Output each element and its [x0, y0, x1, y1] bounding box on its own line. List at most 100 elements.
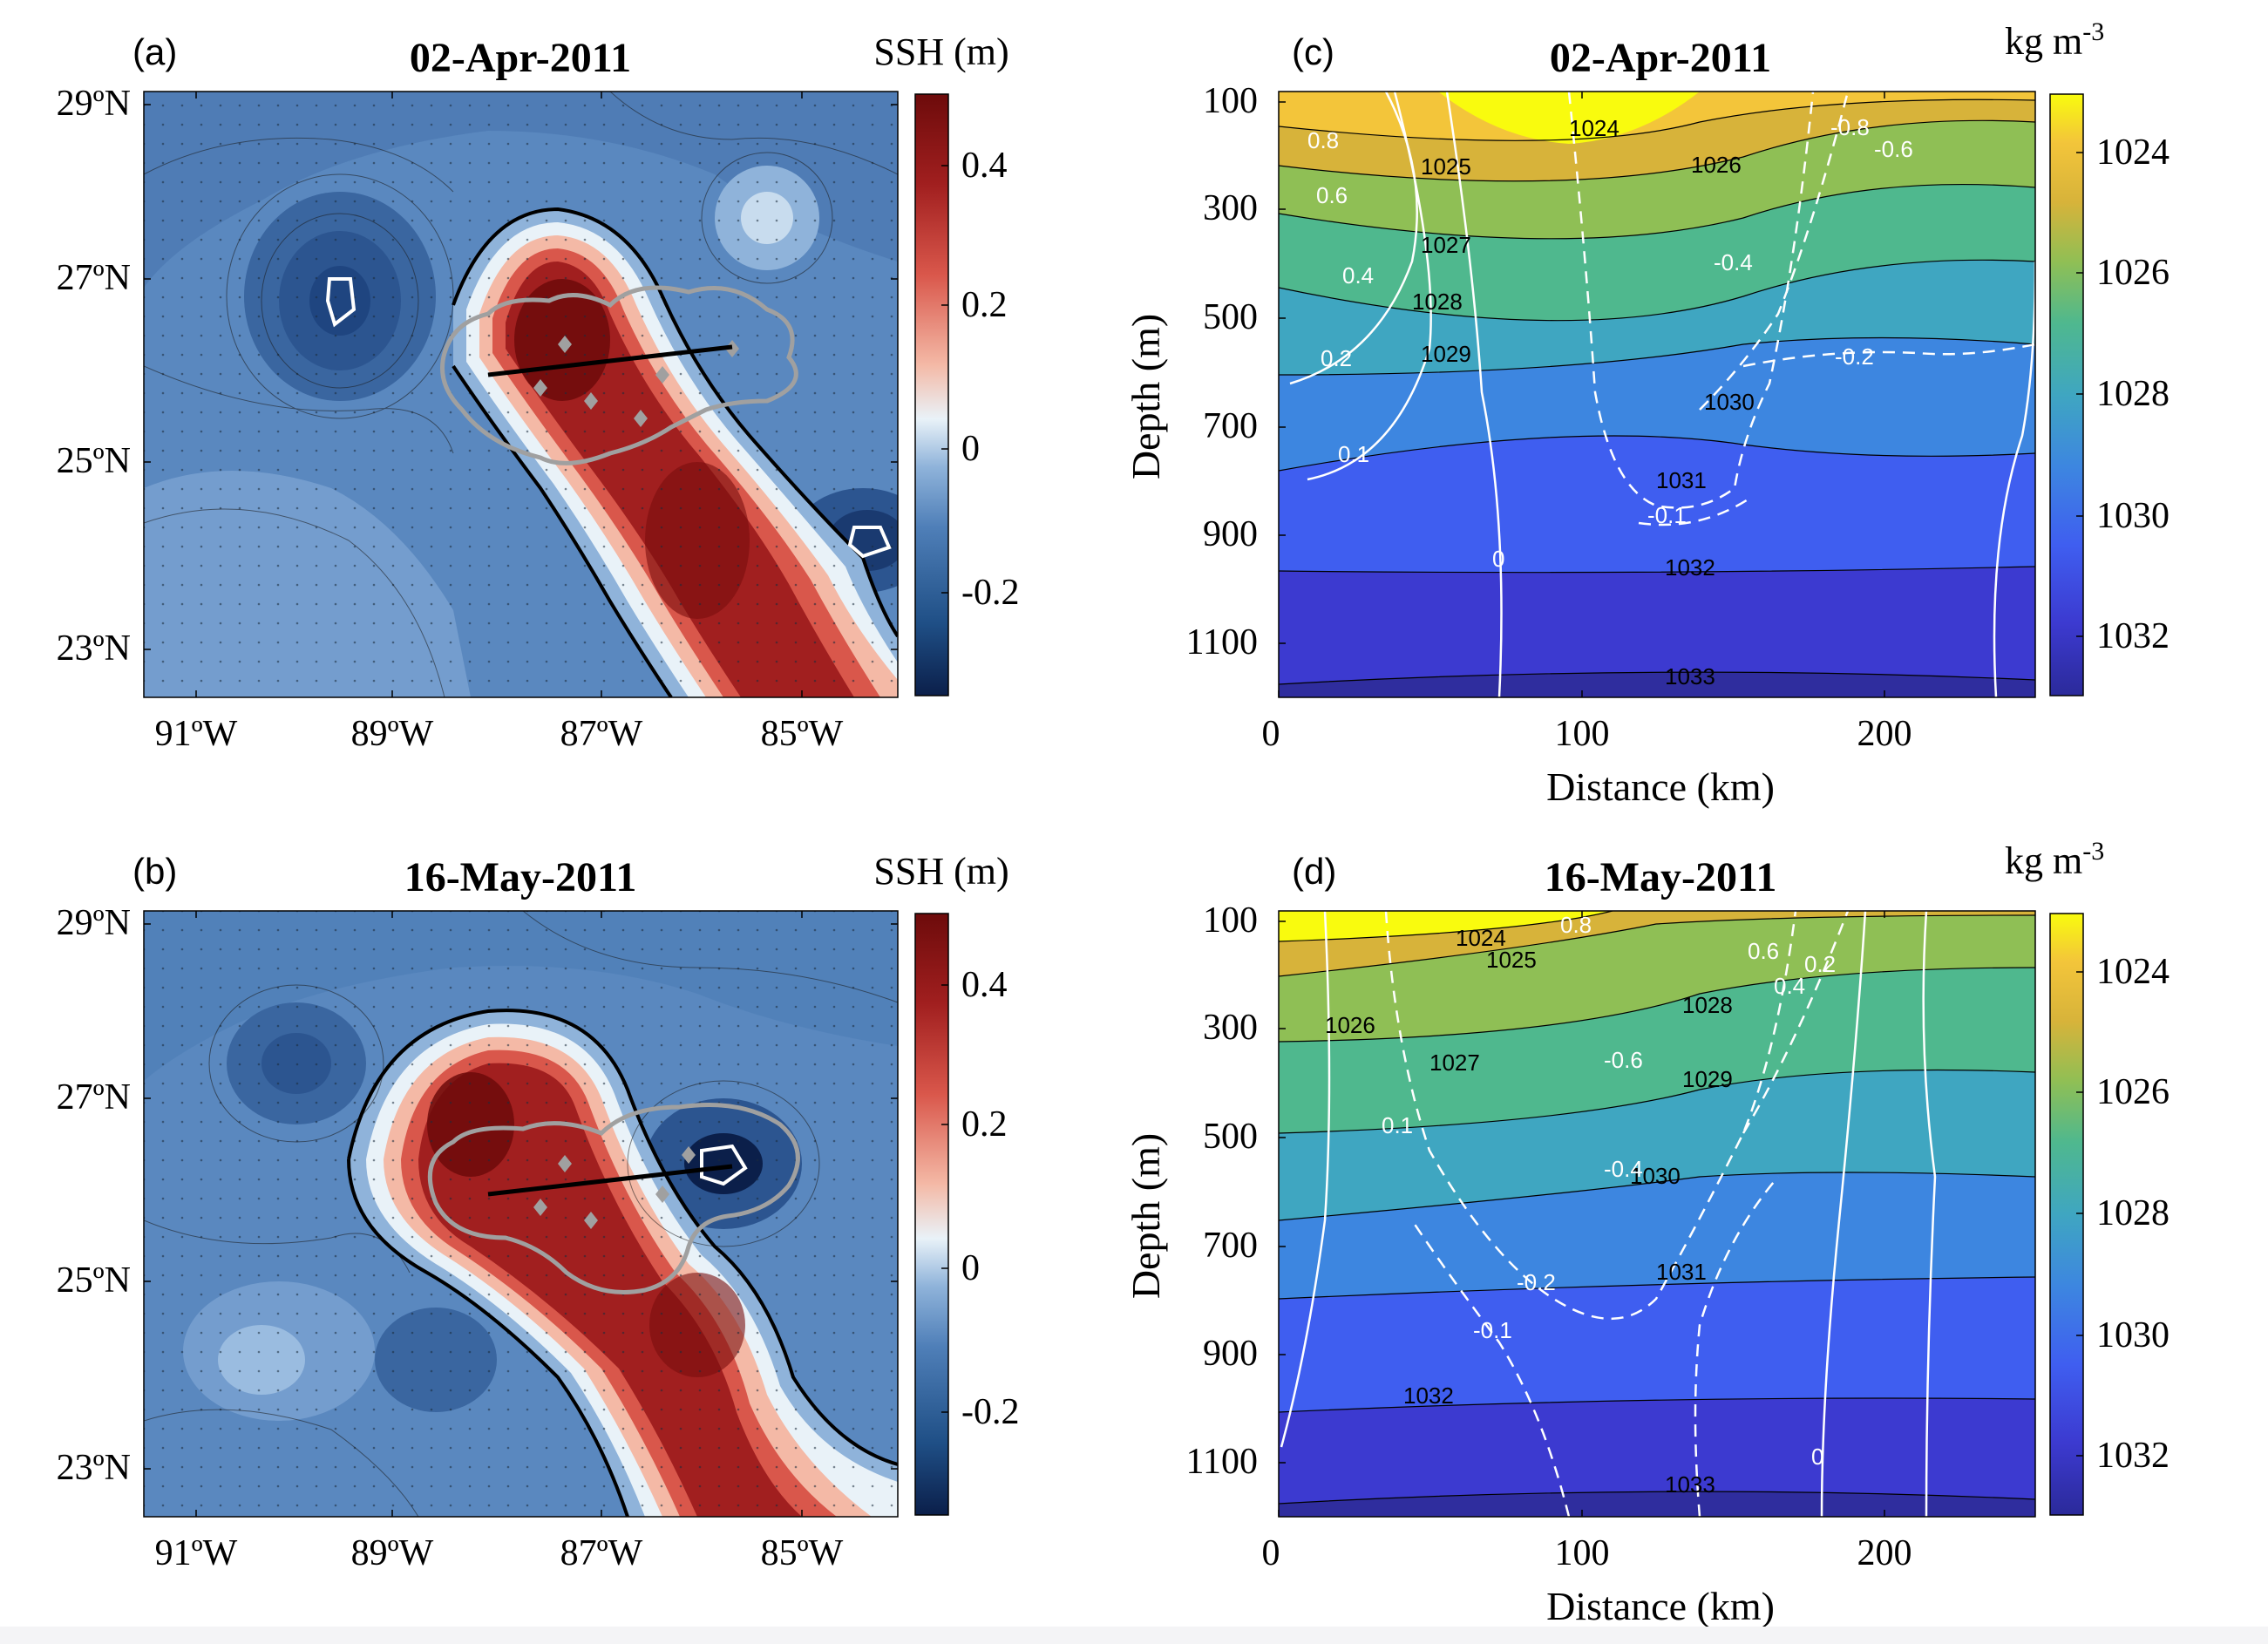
panel-c-ticks — [1278, 92, 1885, 697]
panel-c-velocity-label-3: 0.2 — [1321, 345, 1352, 371]
panel-d-contour-label-1025: 1025 — [1486, 947, 1537, 973]
panel-c-cbar-tick-1: 1026 — [2096, 253, 2170, 293]
panel-c-density-field — [1279, 92, 2035, 697]
panel-a-ytick-3: 23ºN — [57, 628, 131, 669]
panel-b-ytick-3: 23ºN — [57, 1448, 131, 1488]
panel-d-ytick-3: 700 — [1203, 1226, 1258, 1266]
panel-c-cbar-tick-2: 1028 — [2096, 374, 2170, 414]
panel-d-velocity-label-6: -0.1 — [1473, 1317, 1512, 1343]
panel-d-label: (d) — [1292, 851, 1336, 892]
panel-c-contour-label-1025: 1025 — [1421, 153, 1471, 180]
panel-d-velocity-label-2: 0.4 — [1774, 973, 1805, 999]
panel-d-cbar-tick-1: 1026 — [2096, 1072, 2170, 1112]
panel-b: (b) 16-May-2011 SSH (m) 29ºN 27ºN 25ºN 2… — [57, 850, 1020, 1573]
panel-d-ylabel: Depth (m) — [1124, 1133, 1168, 1299]
panel-a-xtick-2: 87ºW — [560, 714, 643, 754]
panel-d-ytick-0: 100 — [1203, 900, 1258, 941]
panel-d-ytick-1: 300 — [1203, 1008, 1258, 1048]
panel-c-colorbar-label-sup: -3 — [2082, 17, 2104, 46]
panel-d-cbar-tick-4: 1032 — [2096, 1436, 2170, 1476]
panel-b-title: 16-May-2011 — [404, 854, 637, 900]
panel-c-xlabel: Distance (km) — [1546, 764, 1775, 809]
panel-c-colorbar — [2049, 93, 2084, 696]
panel-c-colorbar-label-text: kg m — [2005, 20, 2082, 63]
panel-d-velocity-label-8: -0.4 — [1604, 1156, 1643, 1182]
panel-b-colorbar-label: SSH (m) — [873, 850, 1008, 893]
panel-c-ytick-1: 300 — [1203, 188, 1258, 228]
panel-b-ytick-1: 27ºN — [57, 1077, 131, 1118]
panel-a-cbar-tick-2: 0 — [961, 429, 980, 469]
panel-d-title: 16-May-2011 — [1545, 854, 1777, 900]
panel-c-cbar-tick-0: 1024 — [2096, 132, 2170, 173]
panel-d-contour-label-1026: 1026 — [1325, 1012, 1375, 1038]
panel-c-velocity-label-4: 0.1 — [1338, 441, 1369, 467]
panel-a-ytick-0: 29ºN — [57, 84, 131, 124]
panel-d: 1024 1025 1026 1027 1028 1029 1030 1031 … — [1124, 837, 2170, 1627]
panel-b-ticks — [144, 911, 898, 1517]
panel-c-velocity-label-10: -0.8 — [1830, 114, 1870, 140]
panel-c-contour-label-1028: 1028 — [1412, 289, 1463, 315]
panel-a-cbar-tick-0: 0.4 — [961, 146, 1008, 186]
panel-d-cbar-tick-2: 1028 — [2096, 1193, 2170, 1233]
panel-d-xtick-2: 200 — [1857, 1533, 1912, 1573]
panel-c: 1025 1026 1024 1027 1028 1029 1030 1031 … — [1124, 17, 2170, 809]
panel-c-xtick-0: 0 — [1262, 714, 1280, 754]
panel-a-frame — [143, 91, 899, 698]
panel-d-contour-label-1028: 1028 — [1682, 992, 1733, 1018]
panel-d-velocity-label-7: -0.2 — [1517, 1269, 1556, 1295]
panel-a-colorbar-label: SSH (m) — [873, 31, 1008, 73]
panel-d-colorbar-label: kg m-3 — [2005, 837, 2104, 882]
panel-c-velocity-label-8: -0.4 — [1714, 249, 1753, 275]
panel-d-contour-label-1032: 1032 — [1403, 1382, 1454, 1409]
panel-d-contour-label-1029: 1029 — [1682, 1066, 1733, 1092]
panel-c-velocity-label-1: 0.6 — [1316, 182, 1348, 208]
panel-b-label: (b) — [132, 851, 177, 892]
panel-d-velocity-label-9: -0.6 — [1604, 1047, 1643, 1073]
panel-d-contour-label-1030: 1030 — [1630, 1163, 1681, 1189]
panel-d-contour-label-1033: 1033 — [1665, 1471, 1715, 1498]
panel-d-velocity-label-4: 0.1 — [1382, 1112, 1413, 1138]
panel-d-cbar-tick-0: 1024 — [2096, 952, 2170, 992]
panel-c-contour-label-1032: 1032 — [1665, 554, 1715, 581]
panel-d-velocity-label-1: 0.6 — [1748, 938, 1779, 964]
panel-a-ytick-1: 27ºN — [57, 258, 131, 298]
page-bottom-band — [0, 1627, 2268, 1644]
panel-c-ylabel: Depth (m) — [1124, 314, 1168, 479]
panel-c-cbar-tick-3: 1030 — [2096, 496, 2170, 536]
panel-d-velocity-label-5: 0 — [1811, 1444, 1823, 1470]
panel-c-ytick-0: 100 — [1203, 81, 1258, 121]
panel-b-ytick-0: 29ºN — [57, 903, 131, 943]
panel-d-contour-label-1031: 1031 — [1656, 1259, 1707, 1285]
panel-d-velocity-label-0: 0.8 — [1560, 912, 1592, 938]
panel-c-ytick-3: 700 — [1203, 406, 1258, 446]
panel-a-ytick-2: 25ºN — [57, 441, 131, 481]
panel-c-label: (c) — [1292, 31, 1334, 72]
panel-a-label: (a) — [132, 31, 177, 72]
panel-a-ssh-field — [144, 92, 898, 697]
panel-b-cbar-tick-3: -0.2 — [961, 1392, 1020, 1432]
panel-d-contour-label-1027: 1027 — [1429, 1050, 1480, 1076]
panel-d-velocity-label-3: 0.2 — [1804, 951, 1836, 977]
panel-a-title: 02-Apr-2011 — [410, 35, 631, 81]
panel-b-xtick-1: 89ºW — [351, 1533, 434, 1573]
panel-c-velocity-label-9: -0.6 — [1874, 136, 1913, 162]
panel-c-contour-label-1031: 1031 — [1656, 467, 1707, 493]
panel-c-ytick-4: 900 — [1203, 514, 1258, 554]
panel-a-cbar-tick-1: 0.2 — [961, 285, 1008, 325]
panel-b-ssh-field — [144, 911, 898, 1517]
panel-c-frame — [1278, 91, 2036, 698]
panel-c-xtick-2: 200 — [1857, 714, 1912, 754]
panel-d-colorbar-label-text: kg m — [2005, 839, 2082, 882]
panel-a-xtick-0: 91ºW — [155, 714, 238, 754]
panel-c-velocity-label-5: 0 — [1492, 546, 1504, 572]
panel-b-cbar-tick-2: 0 — [961, 1248, 980, 1288]
panel-d-ticks — [1278, 911, 1885, 1517]
panel-d-xtick-0: 0 — [1262, 1533, 1280, 1573]
panel-d-ytick-2: 500 — [1203, 1117, 1258, 1157]
panel-a-xtick-1: 89ºW — [351, 714, 434, 754]
panel-c-velocity-label-2: 0.4 — [1342, 262, 1374, 289]
panel-d-contour-label-1024: 1024 — [1456, 925, 1506, 951]
panel-b-colorbar — [914, 913, 949, 1516]
panel-c-contour-label-1033: 1033 — [1665, 663, 1715, 690]
